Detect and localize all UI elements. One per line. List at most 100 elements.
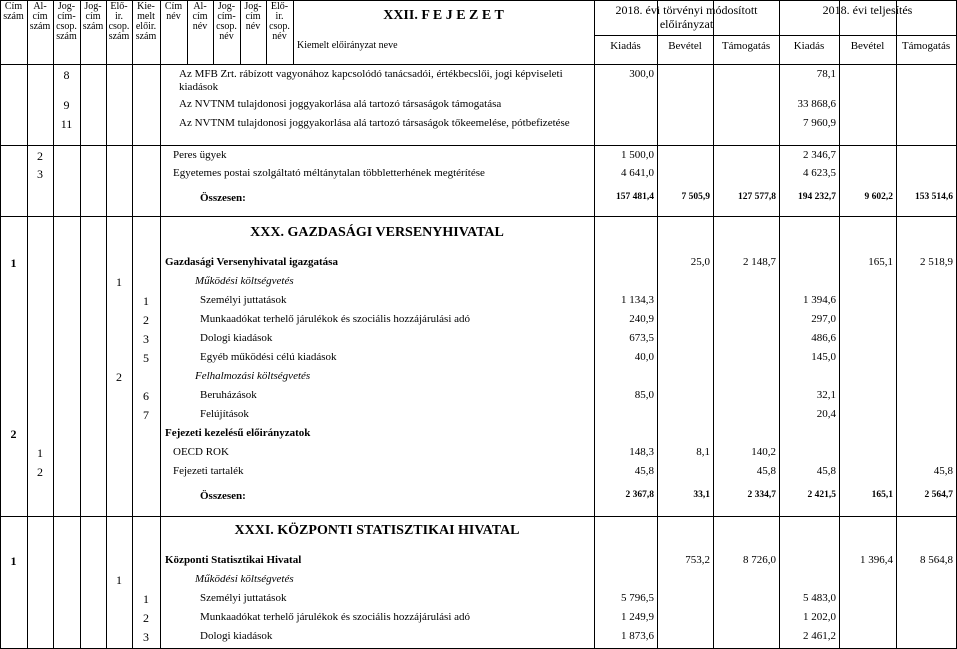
amount: 33,1 — [693, 490, 710, 500]
item-name: Munkaadókat terhelő járulékok és szociál… — [200, 611, 471, 623]
amount: 753,2 — [685, 554, 710, 566]
item-name: Fejezeti tartalék — [173, 465, 244, 477]
code: 3 — [143, 332, 149, 346]
item-name: Beruházások — [200, 389, 257, 401]
header-cell: Támogatás — [721, 40, 771, 52]
code: 1 — [10, 256, 17, 270]
amount: 8 726,0 — [743, 554, 776, 566]
item-name: Személyi juttatások — [200, 294, 287, 306]
amount: 45,8 — [634, 465, 654, 477]
code: 11 — [60, 117, 73, 131]
header-cell: Elő- — [110, 1, 128, 12]
amount: 165,1 — [868, 256, 893, 268]
amount: 7 960,9 — [803, 117, 836, 129]
header-cell: Támogatás — [901, 40, 951, 52]
header-cell: melt — [137, 11, 155, 22]
code: 2 — [37, 149, 43, 163]
header-cell: név — [192, 21, 208, 32]
code: 1 — [10, 554, 17, 568]
amount: 45,8 — [756, 465, 776, 477]
item-name: Működési költségvetés — [195, 275, 294, 287]
rule — [0, 145, 957, 146]
amount: 9 602,2 — [864, 192, 894, 202]
amount: 2 334,7 — [747, 490, 777, 500]
rule — [266, 0, 267, 64]
amount: 148,3 — [629, 446, 654, 458]
rule — [80, 0, 81, 649]
amount: 145,0 — [811, 351, 836, 363]
amount: 2 461,2 — [803, 630, 836, 642]
amount: 5 483,0 — [803, 592, 836, 604]
header-cell: Elő- — [270, 1, 289, 12]
rule — [0, 64, 957, 65]
item-name: Központi Statisztikai Hivatal — [165, 554, 302, 566]
code: 2 — [37, 465, 43, 479]
rule — [594, 0, 595, 649]
amount: 1 396,4 — [860, 554, 893, 566]
header-title: XXII. F E J E Z E T — [383, 8, 504, 23]
item-name: Személyi juttatások — [200, 592, 287, 604]
rule — [779, 0, 780, 649]
header-cell: Bevétel — [668, 40, 702, 52]
item-name: Az NVTNM tulajdonosi joggyakorlása alá t… — [179, 117, 570, 129]
group-title: 2018. évi teljesítés — [822, 3, 913, 17]
amount: 297,0 — [811, 313, 836, 325]
amount: 8,1 — [696, 446, 710, 458]
header-cell: Kiadás — [793, 40, 825, 52]
code: 1 — [143, 592, 149, 606]
code: 1 — [37, 446, 43, 460]
item-name: Felújítások — [200, 408, 249, 420]
code: 1 — [116, 573, 122, 587]
amount: 194 232,7 — [798, 192, 836, 202]
header-cell: Jog- — [57, 1, 76, 12]
header-cell: Kiemelt előirányzat neve — [297, 40, 398, 51]
amount: 78,1 — [816, 68, 836, 80]
header-cell: név — [272, 31, 287, 42]
rule — [0, 516, 957, 517]
amount: 153 514,6 — [915, 192, 953, 202]
header-cell: szám — [82, 21, 104, 32]
item-name: Az NVTNM tulajdonosi joggyakorlása alá t… — [179, 98, 502, 110]
item-name: Összesen: — [200, 490, 246, 502]
header-cell: Jog- — [244, 1, 262, 12]
item-name: Összesen: — [200, 192, 246, 204]
amount: 2 518,9 — [920, 256, 953, 268]
rule — [713, 0, 714, 649]
item-name: Dologi kiadások — [200, 332, 273, 344]
item-name: Egyetemes postai szolgáltató méltánytala… — [173, 167, 485, 179]
code: 2 — [10, 427, 17, 441]
header-cell: cím — [32, 11, 48, 22]
item-name: Munkaadókat terhelő járulékok és szociál… — [200, 313, 471, 325]
amount: 2 346,7 — [803, 149, 836, 161]
header-cell: cím — [245, 11, 261, 22]
amount: 127 577,8 — [738, 192, 776, 202]
header-cell: Kiadás — [610, 40, 641, 52]
amount: 45,8 — [816, 465, 836, 477]
amount: 1 249,9 — [621, 611, 654, 623]
amount: 140,2 — [751, 446, 776, 458]
amount: 45,8 — [933, 465, 953, 477]
rule — [896, 0, 897, 649]
code: 6 — [143, 389, 149, 403]
amount: 240,9 — [629, 313, 654, 325]
amount: 4 641,0 — [621, 167, 654, 179]
code: 8 — [63, 68, 70, 82]
item-name: Felhalmozási költségvetés — [195, 370, 311, 382]
item-name: Gazdasági Versenyhivatal igazgatása — [165, 256, 338, 268]
item-name: Peres ügyek — [173, 149, 227, 161]
amount: 8 564,8 — [920, 554, 953, 566]
amount: 1 873,6 — [621, 630, 654, 642]
amount: 7 505,9 — [681, 192, 711, 202]
rule — [293, 0, 294, 64]
code: 2 — [143, 313, 149, 327]
item-name: Fejezeti kezelésű előirányzatok — [165, 427, 311, 439]
header-cell: Jog- — [217, 1, 236, 12]
item-name: Egyéb működési célú kiadások — [200, 351, 337, 363]
header-cell: csop. — [56, 21, 77, 32]
amount: 486,6 — [811, 332, 836, 344]
amount: 25,0 — [690, 256, 710, 268]
header-cell: cím — [85, 11, 101, 22]
amount: 673,5 — [629, 332, 654, 344]
header-cell: szám — [108, 31, 130, 42]
